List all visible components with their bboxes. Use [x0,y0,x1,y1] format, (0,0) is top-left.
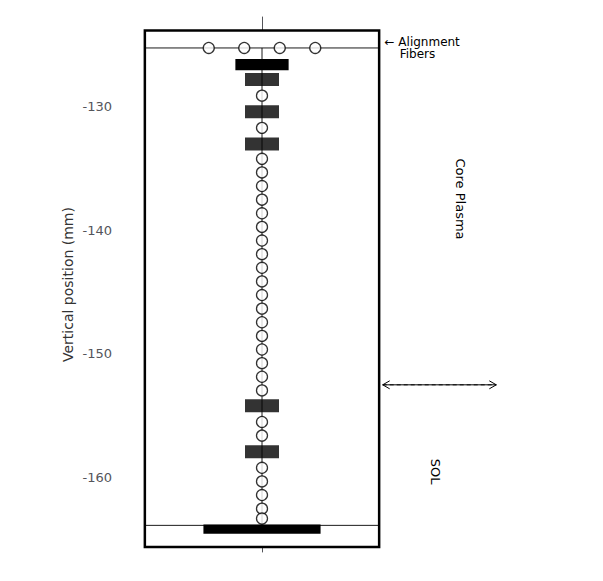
svg-text:-160: -160 [82,470,112,485]
svg-text:Core Plasma: Core Plasma [453,159,468,240]
svg-text:Fibers: Fibers [384,47,435,61]
svg-text:Vertical position (mm): Vertical position (mm) [60,207,76,362]
svg-text:← Alignment: ← Alignment [384,35,460,49]
svg-text:-150: -150 [82,346,112,361]
svg-text:-130: -130 [82,99,112,114]
svg-text:-140: -140 [82,223,112,238]
svg-text:SOL: SOL [428,459,443,485]
